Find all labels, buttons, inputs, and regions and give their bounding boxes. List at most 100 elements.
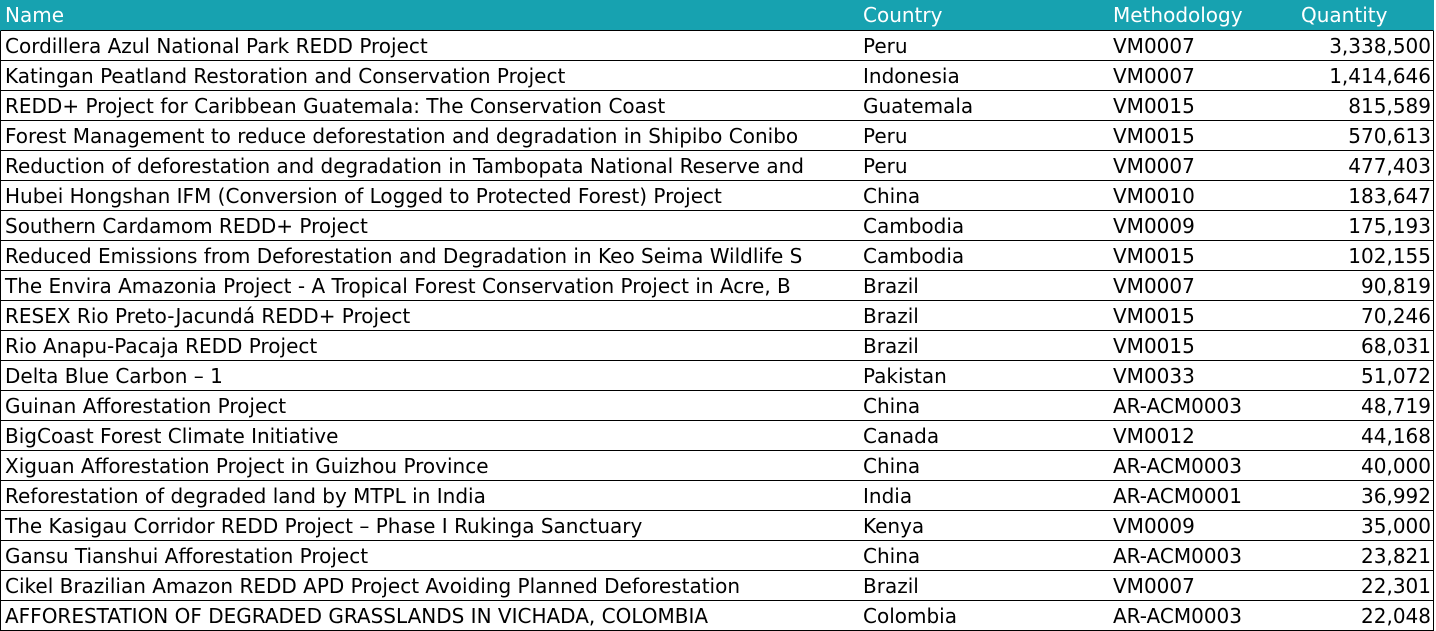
cell-quantity[interactable]: 477,403 <box>1348 154 1431 178</box>
cell-methodology[interactable]: VM0007 <box>1113 154 1195 178</box>
cell-country[interactable]: Brazil <box>863 304 919 328</box>
cell-methodology[interactable]: AR-ACM0003 <box>1113 604 1242 628</box>
cell-methodology[interactable]: AR-ACM0003 <box>1113 544 1242 568</box>
cell-quantity[interactable]: 3,338,500 <box>1329 34 1431 58</box>
cell-country[interactable]: Brazil <box>863 334 919 358</box>
cell-name[interactable]: Cikel Brazilian Amazon REDD APD Project … <box>5 574 741 598</box>
cell-methodology[interactable]: AR-ACM0003 <box>1113 454 1242 478</box>
cell-country[interactable]: Cambodia <box>863 244 965 268</box>
cell-country[interactable]: Peru <box>863 154 908 178</box>
cell-quantity[interactable]: 183,647 <box>1348 184 1431 208</box>
cell-name[interactable]: Gansu Tianshui Afforestation Project <box>5 544 369 568</box>
table-row[interactable]: Xiguan Afforestation Project in Guizhou … <box>0 451 1434 481</box>
table-row[interactable]: Hubei Hongshan IFM (Conversion of Logged… <box>0 181 1434 211</box>
table-row[interactable]: The Kasigau Corridor REDD Project – Phas… <box>0 511 1434 541</box>
table-row[interactable]: Cordillera Azul National Park REDD Proje… <box>0 31 1434 61</box>
cell-country[interactable]: India <box>863 484 913 508</box>
cell-name[interactable]: AFFORESTATION OF DEGRADED GRASSLANDS IN … <box>5 604 709 628</box>
table-row[interactable]: Southern Cardamom REDD+ Project Cambodia V… <box>0 211 1434 241</box>
cell-quantity[interactable]: 570,613 <box>1348 124 1431 148</box>
cell-quantity[interactable]: 22,048 <box>1361 604 1431 628</box>
cell-name[interactable]: Reduced Emissions from Deforestation and… <box>5 244 803 268</box>
cell-methodology[interactable]: VM0015 <box>1113 94 1195 118</box>
cell-country[interactable]: Peru <box>863 34 908 58</box>
cell-methodology[interactable]: VM0015 <box>1113 244 1195 268</box>
table-row[interactable]: BigCoast Forest Climate Initiative Canada… <box>0 421 1434 451</box>
cell-quantity[interactable]: 23,821 <box>1361 544 1431 568</box>
table-row[interactable]: Forest Management to reduce deforestatio… <box>0 121 1434 151</box>
table-row[interactable]: Delta Blue Carbon – 1 Pakistan VM0033 51,07… <box>0 361 1434 391</box>
table-row[interactable]: REDD+ Project for Caribbean Guatemala: T… <box>0 91 1434 121</box>
cell-country[interactable]: China <box>863 454 921 478</box>
cell-country[interactable]: Kenya <box>863 514 925 538</box>
cell-quantity[interactable]: 22,301 <box>1361 574 1431 598</box>
cell-country[interactable]: China <box>863 544 921 568</box>
cell-country[interactable]: Cambodia <box>863 214 965 238</box>
cell-quantity[interactable]: 815,589 <box>1348 94 1431 118</box>
column-header-country[interactable]: Country <box>863 3 943 27</box>
cell-methodology[interactable]: VM0012 <box>1113 424 1195 448</box>
cell-name[interactable]: REDD+ Project for Caribbean Guatemala: T… <box>5 94 666 118</box>
cell-methodology[interactable]: VM0009 <box>1113 214 1195 238</box>
cell-name[interactable]: Guinan Afforestation Project <box>5 394 287 418</box>
cell-name[interactable]: Reduction of deforestation and degradati… <box>5 154 804 178</box>
table-row[interactable]: Reduced Emissions from Deforestation and… <box>0 241 1434 271</box>
cell-name[interactable]: Katingan Peatland Restoration and Conser… <box>5 64 566 88</box>
cell-quantity[interactable]: 44,168 <box>1361 424 1431 448</box>
cell-quantity[interactable]: 175,193 <box>1348 214 1431 238</box>
cell-country[interactable]: Indonesia <box>863 64 960 88</box>
cell-methodology[interactable]: VM0007 <box>1113 64 1195 88</box>
table-row[interactable]: The Envira Amazonia Project - A Tropical… <box>0 271 1434 301</box>
cell-methodology[interactable]: VM0007 <box>1113 574 1195 598</box>
cell-methodology[interactable]: VM0007 <box>1113 34 1195 58</box>
cell-name[interactable]: Rio Anapu-Pacaja REDD Project <box>5 334 318 358</box>
cell-country[interactable]: China <box>863 394 921 418</box>
cell-quantity[interactable]: 68,031 <box>1361 334 1431 358</box>
cell-name[interactable]: Reforestation of degraded land by MTPL i… <box>5 484 486 508</box>
cell-methodology[interactable]: VM0007 <box>1113 274 1195 298</box>
table-row[interactable]: Reforestation of degraded land by MTPL i… <box>0 481 1434 511</box>
table-row[interactable]: Gansu Tianshui Afforestation Project Chin… <box>0 541 1434 571</box>
cell-methodology[interactable]: AR-ACM0001 <box>1113 484 1242 508</box>
cell-quantity[interactable]: 35,000 <box>1361 514 1431 538</box>
cell-quantity[interactable]: 48,719 <box>1361 394 1431 418</box>
cell-country[interactable]: Pakistan <box>863 364 947 388</box>
cell-name[interactable]: Forest Management to reduce deforestatio… <box>5 124 799 148</box>
cell-name[interactable]: RESEX Rio Preto-Jacundá REDD+ Project <box>5 304 411 328</box>
cell-methodology[interactable]: VM0015 <box>1113 304 1195 328</box>
cell-country[interactable]: Canada <box>863 424 940 448</box>
column-header-name[interactable]: Name <box>5 3 65 27</box>
table-row[interactable]: Reduction of deforestation and degradati… <box>0 151 1434 181</box>
cell-country[interactable]: Guatemala <box>863 94 974 118</box>
cell-quantity[interactable]: 36,992 <box>1361 484 1431 508</box>
table-row[interactable]: AFFORESTATION OF DEGRADED GRASSLANDS IN … <box>0 601 1434 631</box>
table-row[interactable]: Katingan Peatland Restoration and Conser… <box>0 61 1434 91</box>
cell-name[interactable]: Xiguan Afforestation Project in Guizhou … <box>5 454 489 478</box>
cell-name[interactable]: Cordillera Azul National Park REDD Proje… <box>5 34 428 58</box>
cell-quantity[interactable]: 102,155 <box>1348 244 1431 268</box>
cell-methodology[interactable]: VM0015 <box>1113 334 1195 358</box>
cell-country[interactable]: China <box>863 184 921 208</box>
cell-country[interactable]: Brazil <box>863 574 919 598</box>
cell-methodology[interactable]: VM0010 <box>1113 184 1195 208</box>
cell-methodology[interactable]: VM0033 <box>1113 364 1195 388</box>
cell-methodology[interactable]: VM0015 <box>1113 124 1195 148</box>
cell-country[interactable]: Brazil <box>863 274 919 298</box>
cell-quantity[interactable]: 70,246 <box>1361 304 1431 328</box>
cell-country[interactable]: Peru <box>863 124 908 148</box>
cell-name[interactable]: Delta Blue Carbon – 1 <box>5 364 223 388</box>
table-row[interactable]: Guinan Afforestation Project China AR-ACM0… <box>0 391 1434 421</box>
cell-methodology[interactable]: VM0009 <box>1113 514 1195 538</box>
cell-quantity[interactable]: 51,072 <box>1361 364 1431 388</box>
cell-country[interactable]: Colombia <box>863 604 957 628</box>
cell-name[interactable]: The Kasigau Corridor REDD Project – Phas… <box>5 514 643 538</box>
column-header-methodology[interactable]: Methodology <box>1113 3 1243 27</box>
cell-quantity[interactable]: 40,000 <box>1361 454 1431 478</box>
cell-name[interactable]: BigCoast Forest Climate Initiative <box>5 424 339 448</box>
cell-name[interactable]: Southern Cardamom REDD+ Project <box>5 214 368 238</box>
table-row[interactable]: Rio Anapu-Pacaja REDD Project Brazil VM001… <box>0 331 1434 361</box>
cell-methodology[interactable]: AR-ACM0003 <box>1113 394 1242 418</box>
cell-quantity[interactable]: 90,819 <box>1361 274 1431 298</box>
cell-name[interactable]: Hubei Hongshan IFM (Conversion of Logged… <box>5 184 722 208</box>
cell-quantity[interactable]: 1,414,646 <box>1329 64 1431 88</box>
